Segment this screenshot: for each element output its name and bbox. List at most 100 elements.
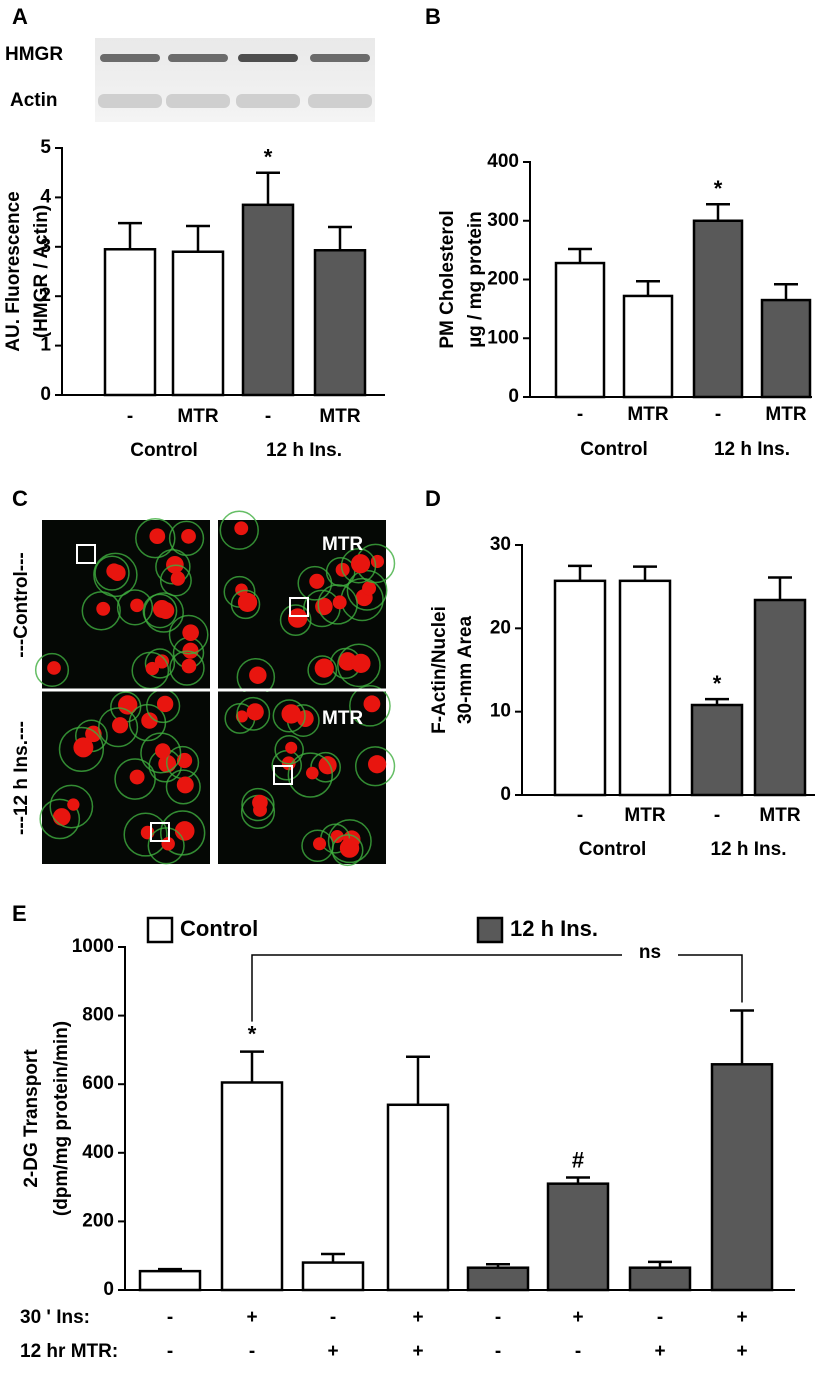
x-tick-label: MTR [624,805,665,826]
nucleus [368,755,387,774]
nucleus [181,528,196,544]
group-label: 12 h Ins. [714,439,790,460]
bar [313,249,367,397]
error-bar [240,1050,264,1083]
nucleus [174,821,195,841]
micrograph [34,517,210,692]
blot-band [98,94,162,108]
image-row-label: ---Control--- [11,552,32,658]
nucleus [235,710,248,723]
y-tick-label: 4 [40,186,51,207]
cell-outline [93,552,138,598]
nucleus [246,703,264,721]
cell-outline [219,510,259,550]
cell-outline [81,591,121,631]
nucleus [96,601,111,616]
nucleus [306,766,319,780]
bar [241,203,295,397]
cell-outline [116,589,154,626]
condition-label: + [654,1341,665,1362]
nucleus [145,661,159,676]
cell-outline [49,784,94,829]
y-axis-label: AU. Fluorescence [3,191,24,352]
condition-label: - [167,1341,173,1362]
condition-label: - [167,1307,173,1328]
annotation: * [713,671,722,696]
cell-outline [349,684,391,727]
panel-letter: A [12,4,28,29]
blot-band [238,54,298,62]
nucleus [309,573,325,589]
y-tick-label: 600 [82,1073,114,1094]
legend-swatch [146,916,174,944]
cell-outline [114,758,156,800]
nucleus [363,695,381,713]
nucleus [47,661,61,675]
image-tag: MTR [322,708,363,729]
condition-label: + [736,1341,747,1362]
x-tick-label: - [577,404,583,425]
cell-outline [307,655,338,686]
bar [386,1103,450,1292]
nucleus [330,829,344,844]
y-tick-label: 0 [103,1279,114,1300]
nucleus [281,704,301,724]
condition-label: + [572,1307,583,1328]
error-bar [636,280,660,296]
cell-outline [287,752,334,798]
y-tick-label: 10 [490,701,511,722]
bar [710,1063,774,1292]
condition-label: - [657,1307,663,1328]
bar [753,598,807,797]
cell-outline [155,549,191,585]
nucleus [362,581,377,596]
group-label: 12 h Ins. [266,440,342,461]
cell-outline [34,652,70,688]
nucleus [351,653,371,673]
error-bar [705,697,729,705]
nucleus [332,595,347,610]
error-bar [730,1009,754,1065]
row-label: 30 ' Ins: [20,1307,90,1328]
legend-swatch [476,916,504,944]
nucleus [318,756,337,775]
group-label: 12 h Ins. [710,839,786,860]
y-tick-label: 2 [40,285,51,306]
y-tick-label: 800 [82,1005,114,1026]
condition-label: - [495,1341,501,1362]
x-tick-label: MTR [319,406,360,427]
nucleus [73,737,94,758]
nucleus [176,776,194,794]
error-bar [568,247,592,264]
nucleus [85,725,102,743]
cell-outline [337,643,381,688]
bar [618,579,672,797]
error-bar [321,1252,345,1263]
panel-letter: B [425,4,441,29]
blot-band [310,54,370,62]
cell-outline [354,746,396,787]
condition-label: - [249,1341,255,1362]
nucleus [157,601,175,620]
condition-label: + [412,1307,423,1328]
bar [546,1182,610,1292]
x-tick-label: - [265,406,271,427]
nucleus [249,666,267,684]
bar [760,298,812,399]
error-bar [706,203,730,221]
error-bar [774,282,798,301]
bar [103,248,157,397]
y-tick-label: 0 [40,384,51,405]
nucleus [234,521,249,536]
cell-outline [168,520,205,557]
y-axis-label: 30-mm Area [455,616,476,725]
nucleus [141,712,158,729]
cell-outline [340,548,377,584]
y-tick-label: 100 [487,327,519,348]
blot-label: HMGR [5,44,63,65]
error-bar [186,224,210,252]
cell-outline [168,614,209,655]
cell-outline [317,584,358,625]
y-axis-label: (HMGR / Actin) [31,205,52,338]
